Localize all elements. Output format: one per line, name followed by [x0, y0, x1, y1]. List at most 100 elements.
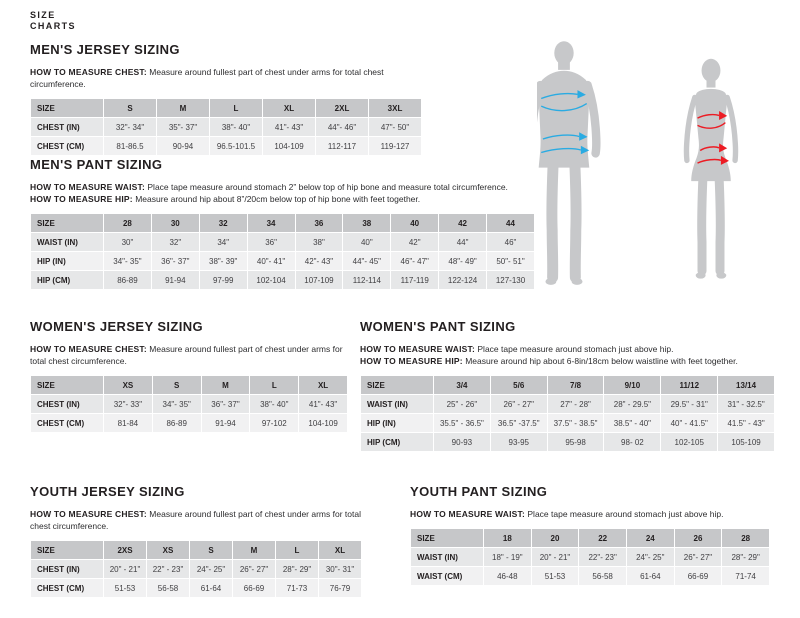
size-header-cell: XL	[299, 376, 347, 394]
male-measure-arrows	[540, 90, 590, 155]
value-cell: 47"- 50"	[369, 118, 421, 136]
value-cell: 22" - 23"	[147, 560, 189, 578]
value-cell: 98- 02	[604, 433, 661, 451]
size-header-cell: 7/8	[547, 376, 604, 394]
value-cell: 42"- 43"	[295, 252, 343, 270]
value-cell: 44"- 46"	[316, 118, 368, 136]
section-womens-pant: WOMEN'S PANT SIZING HOW TO MEASURE WAIST…	[360, 319, 775, 452]
value-cell: 36"	[247, 233, 295, 251]
value-cell: 28"- 29"	[722, 548, 769, 566]
value-cell: 30"- 31"	[319, 560, 361, 578]
value-cell: 42"	[391, 233, 439, 251]
mens-pant-howto-hip: HOW TO MEASURE HIP: Measure around hip a…	[30, 193, 535, 205]
value-cell: 61-64	[626, 567, 674, 585]
howto-label: HOW TO MEASURE WAIST:	[30, 182, 146, 192]
table-row: WAIST (IN) 18" - 19" 20" - 21" 22"- 23" 24"-…	[411, 548, 769, 566]
value-cell: 28" - 29.5"	[604, 395, 661, 413]
size-header-cell: XS	[104, 376, 152, 394]
size-header-cell: 42	[439, 214, 486, 232]
female-chest-measure-wrap-line	[697, 122, 726, 129]
section-youth-pant: YOUTH PANT SIZING HOW TO MEASURE WAIST: …	[410, 484, 770, 586]
value-cell: 122-124	[439, 271, 486, 289]
size-header-cell: L	[250, 376, 299, 394]
value-cell: 81-84	[104, 414, 152, 432]
size-header-cell: 2XS	[104, 541, 146, 559]
howto-text: Measure around hip about 6-8in/18cm belo…	[465, 356, 738, 366]
value-cell: 44"- 45"	[343, 252, 391, 270]
size-header-cell: 30	[151, 214, 199, 232]
howto-label: HOW TO MEASURE CHEST:	[30, 344, 147, 354]
size-table: SIZE S M L XL 2XL 3XL CHEST (IN) 32"- 34" 35"- 37…	[30, 98, 422, 156]
table-row: HIP (CM) 90-93 93-95 95-98 98- 02 102-105 105-…	[361, 433, 774, 451]
howto-label: HOW TO MEASURE HIP:	[360, 356, 463, 366]
size-header-cell: 9/10	[604, 376, 661, 394]
table-row: CHEST (IN) 32"- 33" 34"- 35" 36"- 37" 38"- 4…	[31, 395, 347, 413]
row-label-cell: CHEST (CM)	[31, 414, 103, 432]
size-header-cell: XL	[263, 99, 315, 117]
value-cell: 97-102	[250, 414, 299, 432]
value-cell: 107-109	[295, 271, 343, 289]
row-label-cell: CHEST (CM)	[31, 137, 103, 155]
male-left-foot	[545, 278, 557, 285]
value-cell: 104-109	[299, 414, 347, 432]
table-row: WAIST (CM) 46-48 51-53 56-58 61-64 66-69 71-74	[411, 567, 769, 585]
female-head	[701, 58, 721, 83]
size-column-header: SIZE	[31, 376, 103, 394]
womens-pant-howto-hip: HOW TO MEASURE HIP: Measure around hip a…	[360, 355, 775, 367]
table-row: WAIST (IN) 30" 32" 34" 36" 38" 40" 42" 44" 46"	[31, 233, 534, 251]
size-header-cell: 40	[391, 214, 439, 232]
female-left-arm	[683, 94, 698, 164]
value-cell: 46-48	[484, 567, 531, 585]
value-cell: 71-74	[722, 567, 769, 585]
mens-jersey-howto: HOW TO MEASURE CHEST: Measure around ful…	[30, 66, 422, 90]
value-cell: 90-93	[434, 433, 490, 451]
value-cell: 38"- 39"	[199, 252, 247, 270]
howto-label: HOW TO MEASURE CHEST:	[30, 67, 147, 77]
value-cell: 51-53	[104, 579, 146, 597]
male-chest-measure-line	[540, 92, 578, 100]
value-cell: 50"- 51"	[487, 252, 534, 270]
value-cell: 28"- 29"	[276, 560, 318, 578]
value-cell: 26" - 27"	[490, 395, 547, 413]
row-label-cell: CHEST (IN)	[31, 118, 103, 136]
size-table: SIZE 18 20 22 24 26 28 WAIST (IN) 18" - 19" 20" -…	[410, 528, 770, 586]
size-header-cell: S	[152, 376, 201, 394]
page-title: SIZE CHARTS	[30, 10, 76, 32]
value-cell: 40" - 41.5"	[661, 414, 718, 432]
male-chest-measure-wrap-line	[540, 103, 588, 112]
womens-jersey-howto: HOW TO MEASURE CHEST: Measure around ful…	[30, 343, 348, 367]
womens-pant-heading: WOMEN'S PANT SIZING	[360, 319, 516, 334]
table-row: CHEST (IN) 32"- 34" 35"- 37" 38"- 40" 41"- 4…	[31, 118, 421, 136]
section-mens-pant: MEN'S PANT SIZING HOW TO MEASURE WAIST: …	[30, 157, 535, 290]
size-column-header: SIZE	[31, 214, 103, 232]
size-header-cell: 34	[247, 214, 295, 232]
youth-jersey-size-table: SIZE 2XS XS S M L XL CHEST (IN) 20" - 21" 22" - 2…	[30, 540, 362, 598]
value-cell: 41.5" - 43"	[718, 414, 774, 432]
size-column-header: SIZE	[411, 529, 483, 547]
mens-pant-size-table: SIZE 28 30 32 34 36 38 40 42 44 WAIST (IN) 30" 32" 34…	[30, 213, 535, 290]
value-cell: 66-69	[674, 567, 722, 585]
youth-pant-size-table: SIZE 18 20 22 24 26 28 WAIST (IN) 18" - 19" 20" -…	[410, 528, 770, 586]
womens-jersey-heading: WOMEN'S JERSEY SIZING	[30, 319, 204, 334]
section-mens-jersey: MEN'S JERSEY SIZING HOW TO MEASURE CHEST…	[30, 42, 422, 156]
value-cell: 22"- 23"	[579, 548, 626, 566]
value-cell: 41"- 43"	[263, 118, 315, 136]
value-cell: 93-95	[490, 433, 547, 451]
howto-text: Measure around hip about 8”/20cm below t…	[135, 194, 421, 204]
row-label-cell: WAIST (IN)	[31, 233, 103, 251]
male-neck	[558, 59, 570, 70]
male-silhouette-figure	[537, 41, 601, 285]
female-right-foot	[716, 272, 727, 279]
size-header-cell: 36	[295, 214, 343, 232]
size-header-cell: 22	[579, 529, 626, 547]
size-header-cell: 18	[484, 529, 531, 547]
table-row: HIP (IN) 35.5" - 36.5" 36.5" -37.5" 37.5" -…	[361, 414, 774, 432]
howto-label: HOW TO MEASURE HIP:	[30, 194, 133, 204]
howto-text: Place tape measure around stomach 2” bel…	[147, 182, 508, 192]
female-right-arm	[724, 94, 739, 164]
size-header-cell: 32	[199, 214, 247, 232]
male-head	[554, 41, 574, 65]
row-label-cell: WAIST (CM)	[411, 567, 483, 585]
value-cell: 66-69	[233, 579, 275, 597]
value-cell: 86-89	[152, 414, 201, 432]
